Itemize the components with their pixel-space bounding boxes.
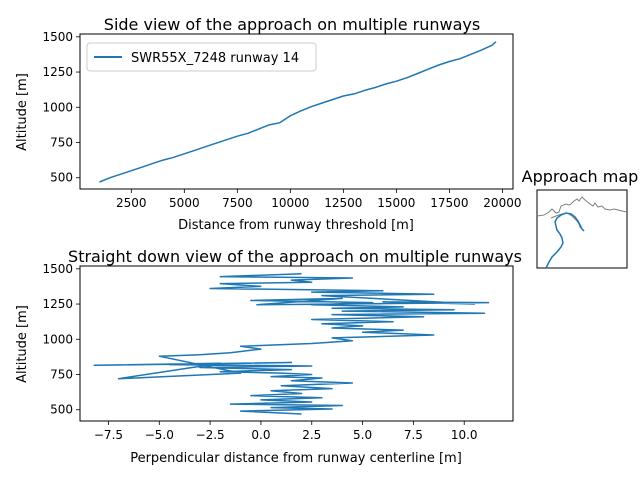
down-view-xtick-label: −7.5	[94, 428, 123, 442]
side-view-axes-frame	[79, 33, 514, 190]
side-view-ytick-label: 500	[50, 171, 73, 185]
side-view-ylabel: Altitude [m]	[15, 73, 30, 151]
approach-map-title: Approach map	[522, 167, 639, 186]
down-view-xtick-label: 0.0	[251, 428, 270, 442]
side-view-ytick-label: 1000	[42, 100, 73, 114]
approach-track-path	[545, 212, 585, 269]
down-view-xtick-label: 7.5	[404, 428, 423, 442]
side-view-xtick-label: 17500	[430, 196, 468, 210]
side-view-xtick-label: 2500	[116, 196, 147, 210]
legend-box	[86, 42, 317, 72]
down-view-ytick-label: 1000	[42, 332, 73, 346]
down-view-xtick-label: 10.0	[451, 428, 478, 442]
side-view-legend: SWR55X_7248 runway 14	[86, 42, 317, 72]
side-view-xtick-label: 5000	[169, 196, 200, 210]
side-view-series-line	[99, 41, 497, 183]
side-view-xtick-label: 20000	[483, 196, 521, 210]
down-view-ytick-label: 1250	[42, 297, 73, 311]
side-view-ytick-label: 1250	[42, 65, 73, 79]
down-view-series-line	[93, 273, 490, 415]
side-view-plot: Side view of the approach on multiple ru…	[15, 15, 521, 233]
down-view-ytick-label: 1500	[42, 262, 73, 276]
down-view-ticks: −7.5 −5.0 −2.5 0.0 2.5 5.0 7.5 10.0 500 750 1000 12…	[42, 262, 477, 442]
approach-map-plot: Approach map	[522, 167, 639, 269]
side-view-ytick-label: 1500	[42, 30, 73, 44]
side-view-xtick-label: 15000	[377, 196, 415, 210]
side-view-ticks: 2500 5000 7500 10000 12500 15000 17500 20000 500…	[42, 30, 521, 210]
down-view-axes-frame	[79, 265, 514, 422]
side-view-xtick-label: 7500	[222, 196, 253, 210]
coastline-shape	[536, 196, 628, 217]
side-view-ytick-label: 750	[50, 136, 73, 150]
down-view-ytick-label: 500	[50, 403, 73, 417]
side-view-xtick-label: 12500	[324, 196, 362, 210]
down-view-title: Straight down view of the approach on mu…	[68, 247, 522, 266]
down-view-ytick-label: 750	[50, 368, 73, 382]
side-view-title: Side view of the approach on multiple ru…	[104, 15, 480, 34]
down-view-xtick-label: 5.0	[353, 428, 372, 442]
down-view-xtick-label: −5.0	[145, 428, 174, 442]
legend-entry-label: SWR55X_7248 runway 14	[131, 51, 299, 66]
down-view-plot: Straight down view of the approach on mu…	[15, 247, 522, 466]
side-view-xtick-label: 10000	[271, 196, 309, 210]
down-view-xtick-label: −2.5	[196, 428, 225, 442]
down-view-xtick-label: 2.5	[302, 428, 321, 442]
down-view-ylabel: Altitude [m]	[15, 305, 30, 383]
side-view-xlabel: Distance from runway threshold [m]	[178, 218, 414, 233]
down-view-xlabel: Perpendicular distance from runway cente…	[130, 451, 462, 466]
